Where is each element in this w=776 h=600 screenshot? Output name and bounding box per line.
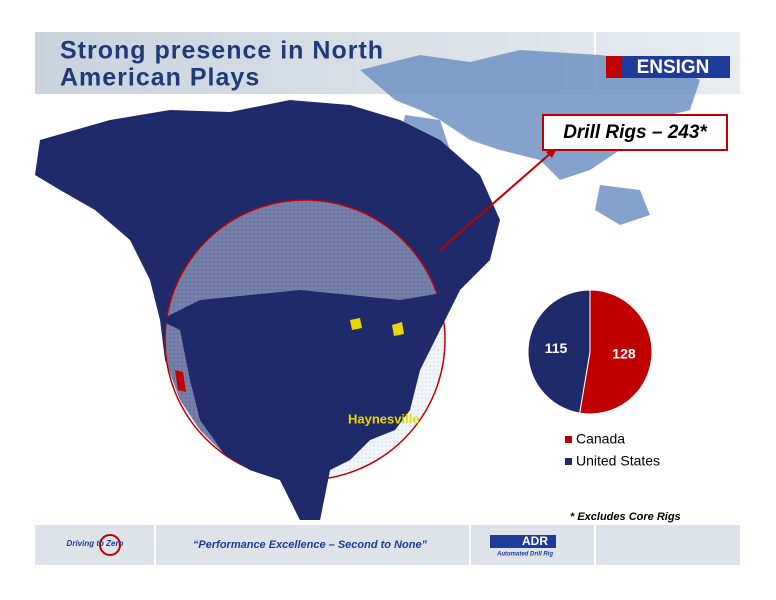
play-area bbox=[175, 370, 186, 392]
tagline: “Performance Excellence – Second to None… bbox=[193, 539, 428, 551]
footer-band bbox=[35, 525, 740, 565]
adr-bg bbox=[490, 535, 556, 548]
logo-ring bbox=[99, 534, 121, 556]
adr-sub: Automated Drill Rig bbox=[496, 552, 553, 558]
legend-swatch bbox=[565, 458, 572, 465]
legend-label: United States bbox=[576, 453, 660, 469]
title-line: American Plays bbox=[60, 64, 260, 92]
title-line: Strong presence in North bbox=[60, 37, 384, 65]
pie-slice bbox=[527, 289, 591, 414]
pie-slice bbox=[579, 289, 653, 415]
callout-box bbox=[542, 114, 728, 151]
usa bbox=[160, 290, 460, 520]
logo-bg bbox=[606, 56, 730, 78]
slice-label: 115 bbox=[545, 340, 568, 356]
footnote: * Excludes Core Rigs bbox=[570, 511, 681, 523]
callout-arrow bbox=[439, 151, 553, 251]
play-area bbox=[350, 318, 362, 330]
logo: ENSIGN bbox=[637, 57, 710, 78]
footer-logo: Driving to Zero bbox=[67, 539, 124, 548]
pie-chart: 128 Canada 115 United States bbox=[527, 289, 660, 469]
callout-text: Drill Rigs – 243* bbox=[563, 122, 708, 143]
map-label: Haynesville bbox=[348, 411, 420, 426]
legend-swatch bbox=[565, 436, 572, 443]
slice-label: 128 bbox=[612, 346, 636, 362]
legend-label: Canada bbox=[576, 431, 625, 447]
adr-logo: ADR bbox=[522, 534, 548, 548]
logo-accent bbox=[606, 56, 622, 78]
play-area bbox=[392, 322, 404, 336]
